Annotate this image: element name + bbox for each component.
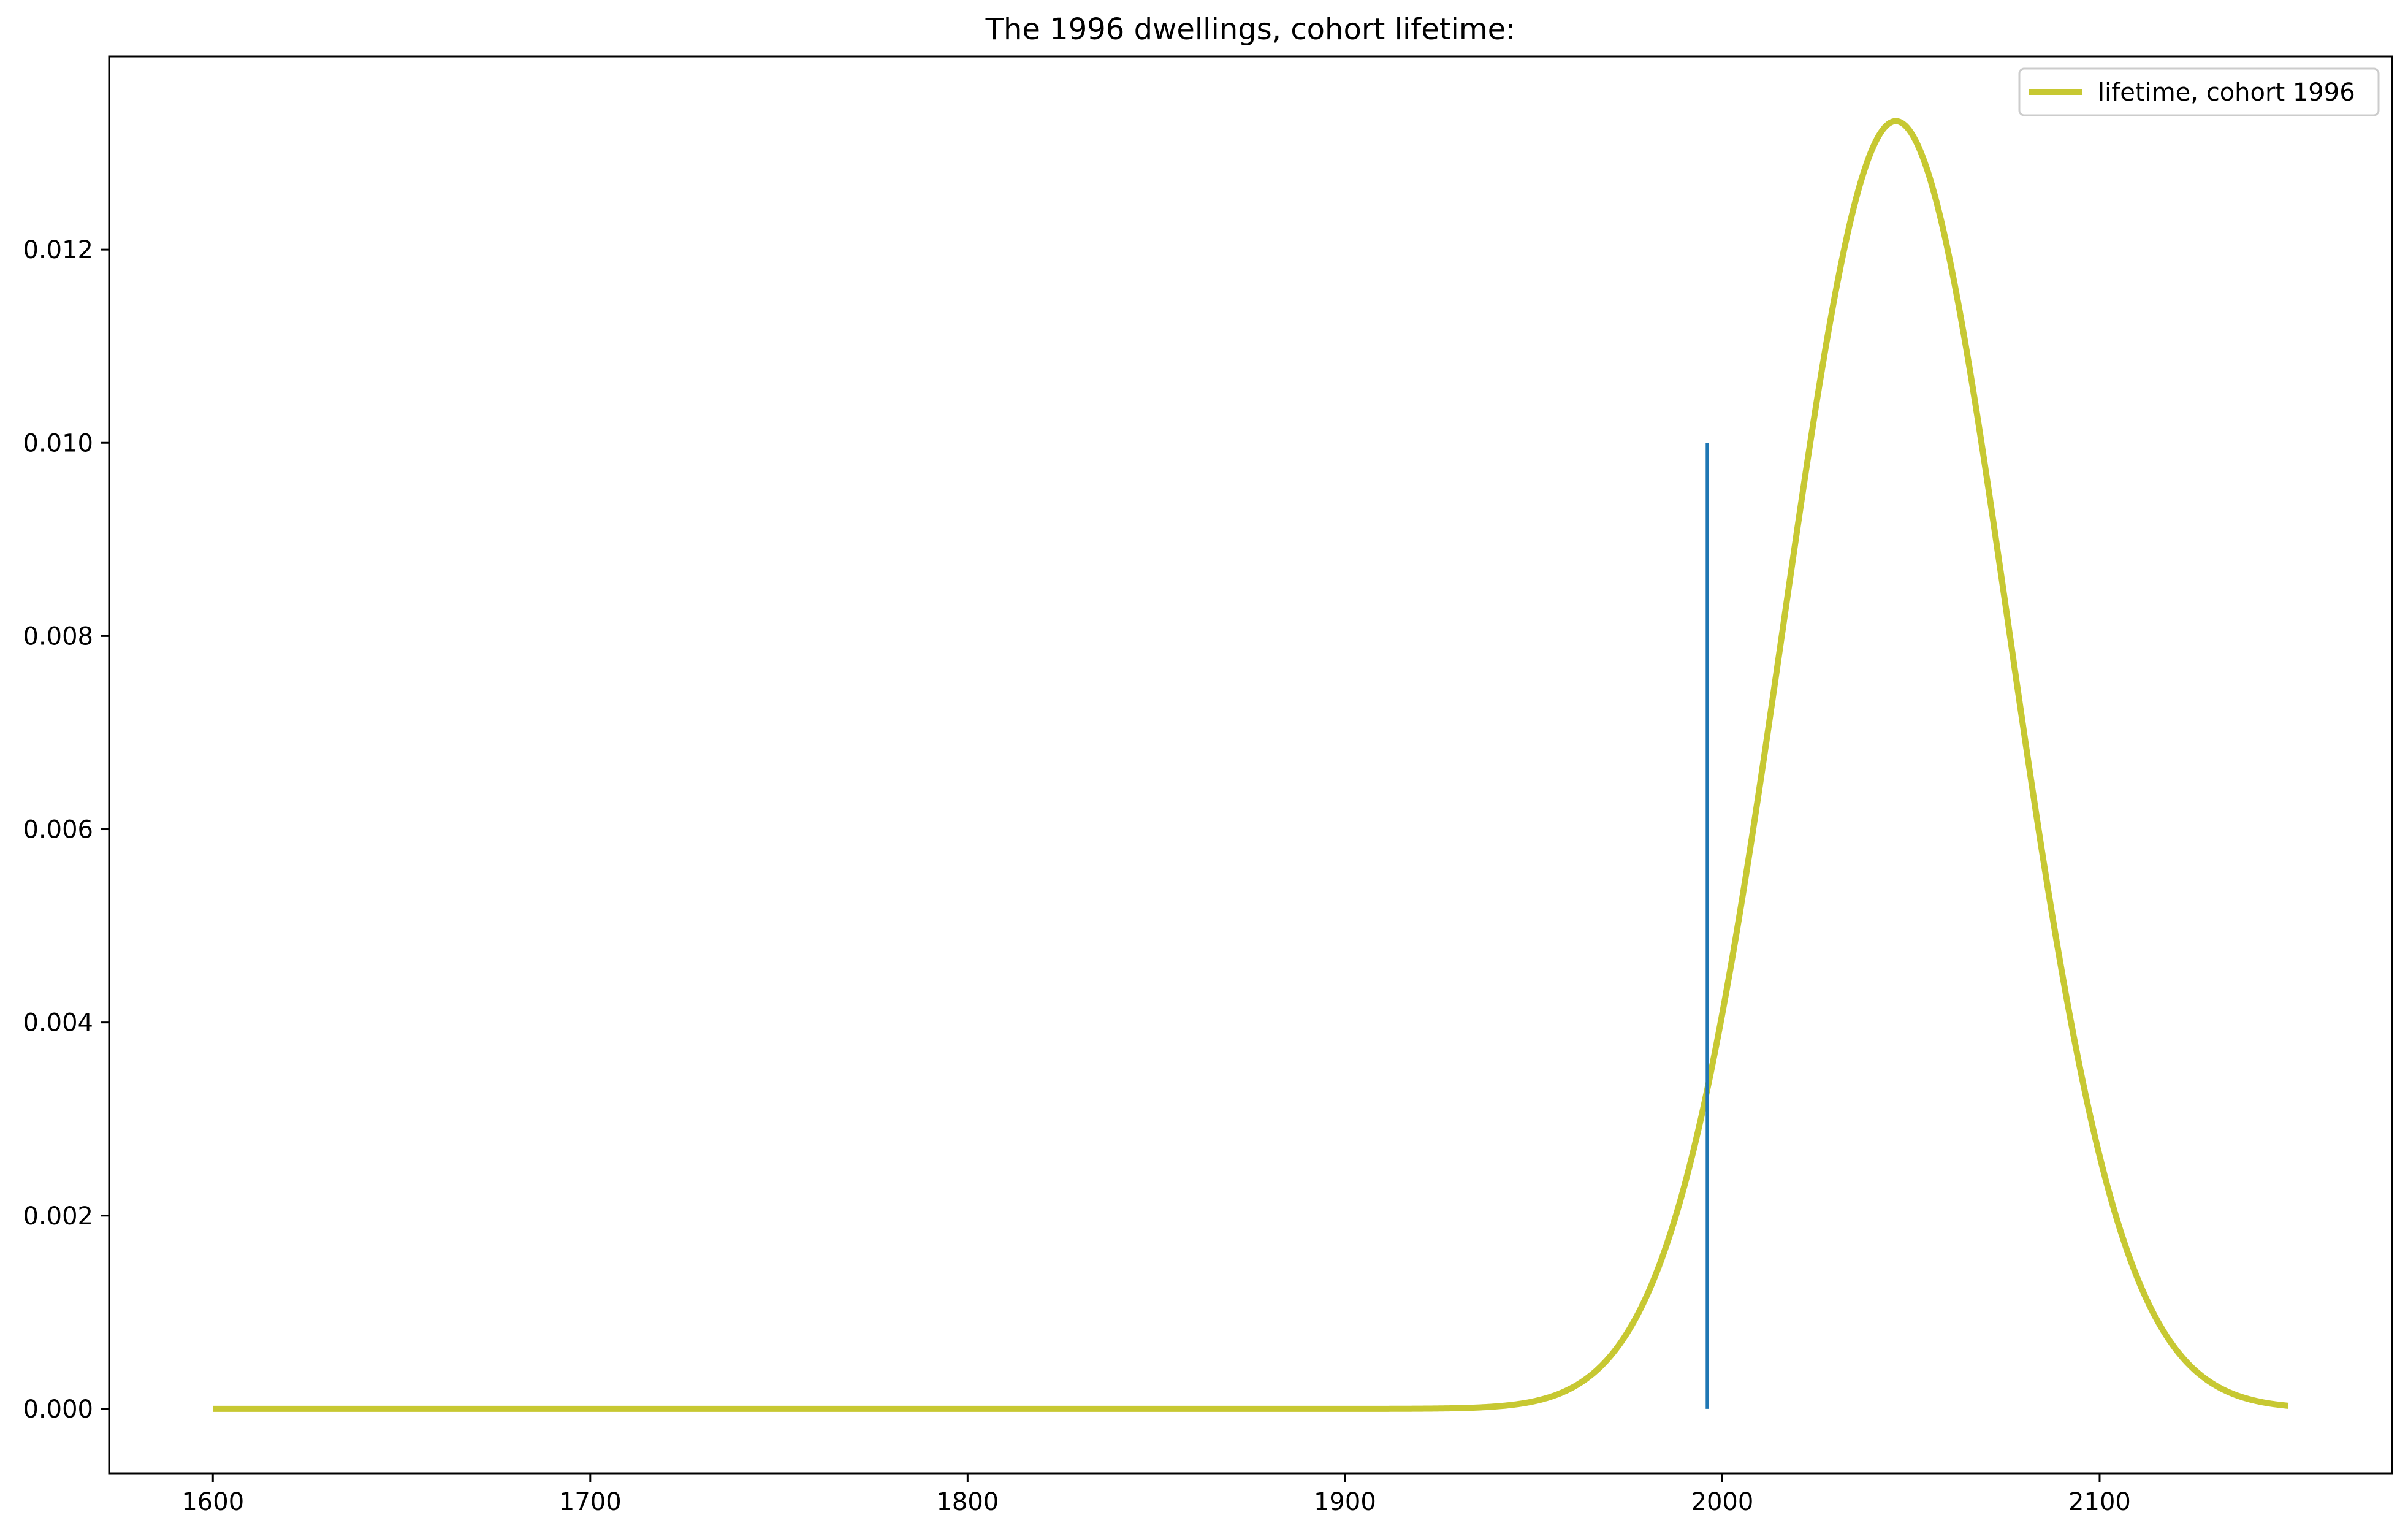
x-tick-label: 1800 bbox=[936, 1488, 999, 1516]
y-tick-label: 0.012 bbox=[23, 236, 93, 264]
x-tick-label: 1900 bbox=[1314, 1488, 1376, 1516]
series-line-lifetime bbox=[211, 118, 2290, 1412]
y-axis: 0.000 0.002 0.004 0.006 0.008 0.010 0.012 bbox=[23, 236, 109, 1424]
legend-box bbox=[2018, 67, 2380, 116]
chart-title: The 1996 dwellings, cohort lifetime: bbox=[985, 12, 1516, 47]
y-tick-label: 0.006 bbox=[23, 816, 93, 844]
x-tick-label: 1700 bbox=[559, 1488, 622, 1516]
y-tick-label: 0.010 bbox=[23, 429, 93, 457]
legend-label: lifetime, cohort 1996 bbox=[2098, 78, 2355, 107]
legend: lifetime, cohort 1996 bbox=[2018, 67, 2380, 116]
x-tick-label: 1600 bbox=[181, 1488, 244, 1516]
y-tick-label: 0.002 bbox=[23, 1202, 93, 1231]
y-tick-label: 0.004 bbox=[23, 1009, 93, 1037]
plot-area bbox=[108, 55, 2393, 1475]
x-tick-label: 2100 bbox=[2068, 1488, 2131, 1516]
x-tick-label: 2000 bbox=[1691, 1488, 1754, 1516]
y-tick-label: 0.000 bbox=[23, 1395, 93, 1424]
plot-frame bbox=[108, 55, 2393, 1475]
x-axis: 1600 1700 1800 1900 2000 2100 bbox=[181, 1473, 2131, 1516]
y-tick-label: 0.008 bbox=[23, 622, 93, 651]
